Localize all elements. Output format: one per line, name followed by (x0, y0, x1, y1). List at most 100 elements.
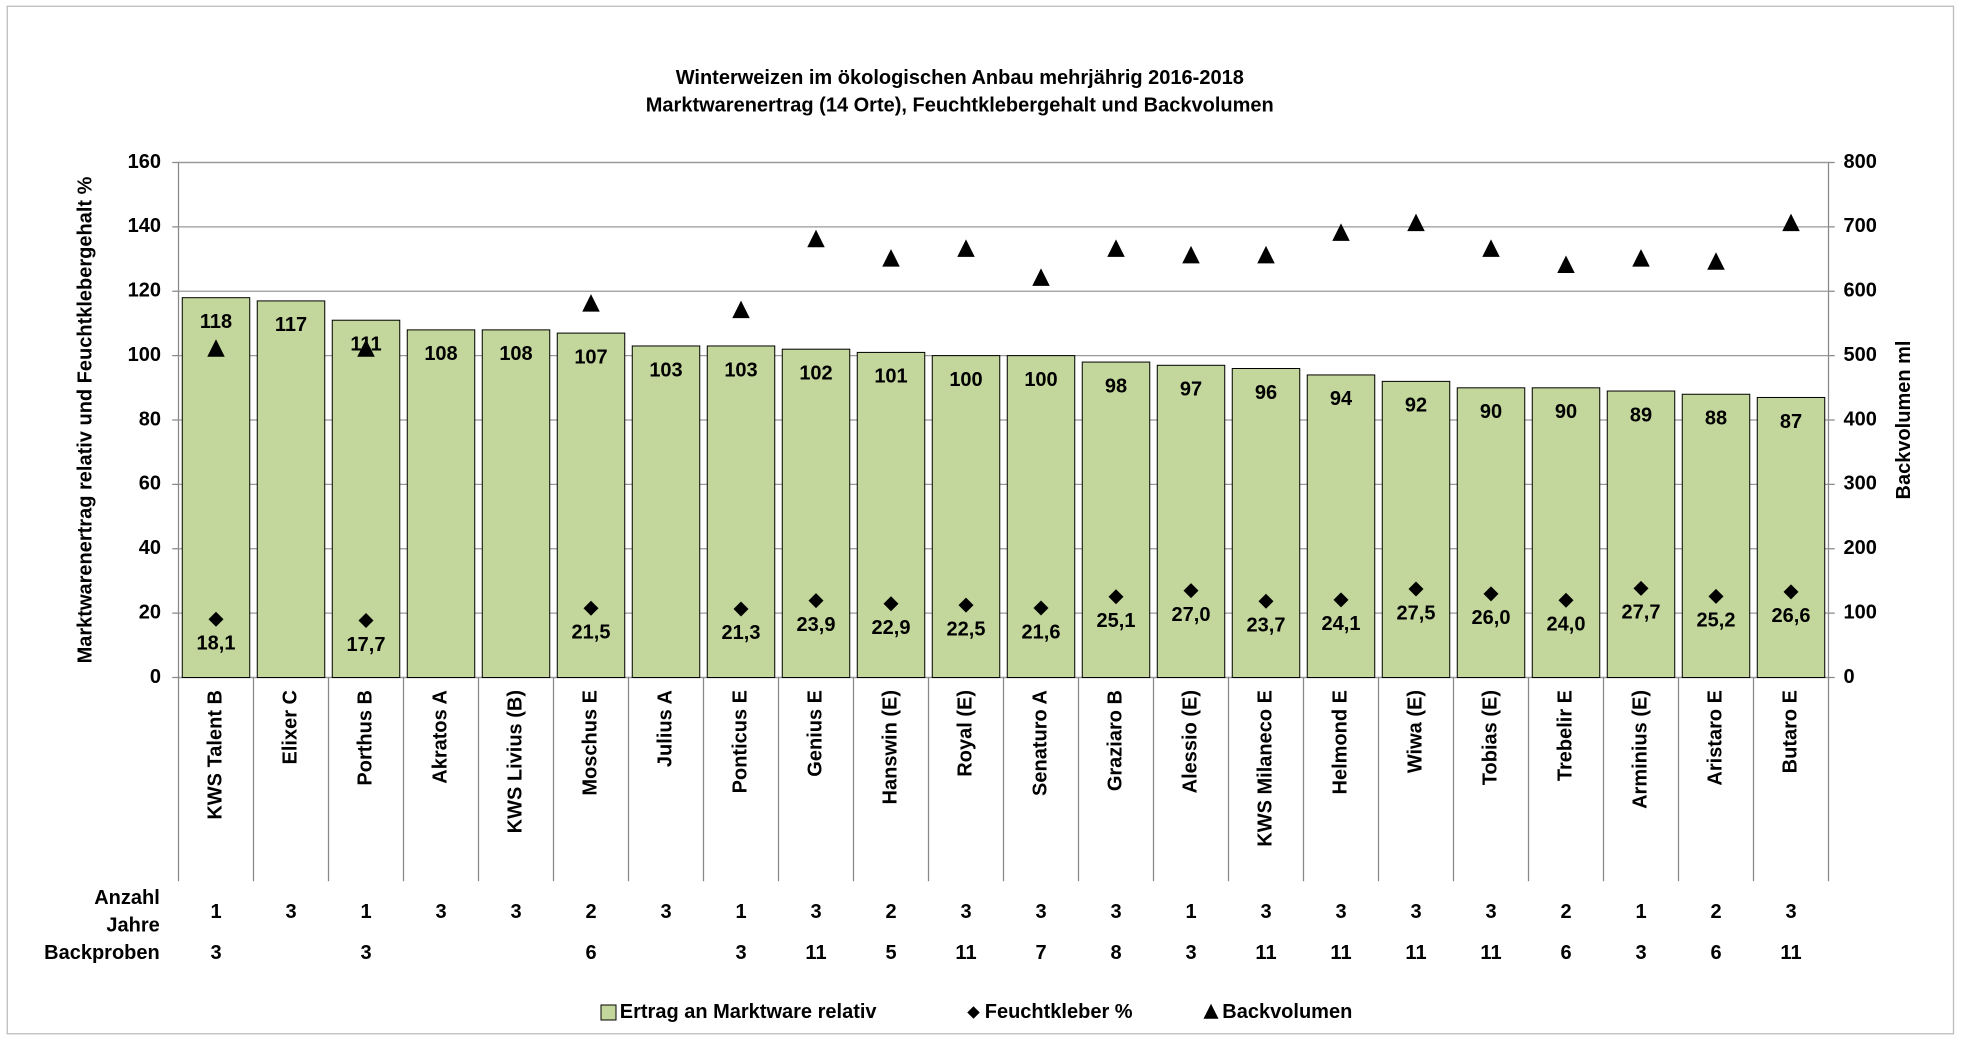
table-cell: 3 (810, 901, 821, 923)
x-tick-label: Helmond E (1329, 690, 1351, 794)
bar (1081, 361, 1151, 678)
x-tick-label: KWS Livius (B) (504, 690, 526, 833)
x-tick-label: Aristaro E (1704, 690, 1726, 786)
y2-tick-label: 100 (1844, 601, 1877, 623)
bar-value-label: 98 (1105, 375, 1127, 397)
table-row-label: Jahre (106, 915, 159, 937)
bar (1156, 364, 1226, 678)
table-cell: 6 (1560, 942, 1571, 964)
table-cell: 3 (1635, 942, 1646, 964)
marker-value-label: 25,1 (1097, 610, 1136, 632)
diamond-marker (1558, 592, 1574, 608)
marker-value-label: 22,5 (947, 618, 986, 640)
marker-value-label: 27,5 (1397, 602, 1436, 624)
table-row-label: Backproben (44, 942, 160, 964)
triangle-marker (582, 294, 600, 312)
table-cell: 3 (285, 901, 296, 923)
bar (1531, 387, 1601, 678)
bar-value-label: 92 (1405, 395, 1427, 417)
triangle-marker (1407, 213, 1425, 232)
bar (706, 345, 776, 678)
x-tick-label: KWS Milaneco E (1254, 690, 1276, 847)
table-cell: 11 (805, 942, 826, 964)
x-tick-label: Alessio (E) (1179, 690, 1201, 793)
diamond-marker (1258, 593, 1274, 609)
y2-tick-label: 500 (1844, 344, 1877, 366)
diamond-marker (1108, 589, 1124, 605)
triangle-marker (1557, 255, 1575, 273)
y2-tick-label: 800 (1844, 151, 1877, 173)
marker-value-label: 17,7 (347, 634, 386, 656)
triangle-marker (732, 300, 750, 319)
diamond-marker (1708, 588, 1724, 604)
y2-tick-label: 0 (1844, 666, 1855, 688)
bar (1231, 367, 1301, 678)
table-cell: 2 (1710, 901, 1721, 923)
triangle-marker (207, 339, 225, 357)
table-cell: 1 (1185, 901, 1196, 923)
table-cell: 1 (360, 901, 371, 923)
triangle-marker (1782, 213, 1800, 232)
bar-value-label: 96 (1255, 382, 1277, 404)
diamond-marker (1408, 581, 1424, 597)
marker-value-label: 18,1 (197, 633, 236, 655)
table-cell: 3 (435, 901, 446, 923)
bar-value-label: 101 (874, 366, 907, 388)
y-tick-label: 120 (128, 280, 161, 302)
triangle-marker (1257, 245, 1275, 264)
table-cell: 3 (1485, 901, 1496, 923)
y2-tick-label: 300 (1844, 473, 1877, 495)
y-tick-label: 160 (128, 151, 161, 173)
triangle-marker (1707, 252, 1725, 270)
bar (1756, 396, 1826, 678)
diamond-marker (808, 593, 824, 609)
table-cell: 3 (1410, 901, 1421, 923)
diamond-marker (733, 601, 749, 617)
y-tick-label: 60 (139, 473, 161, 495)
table-cell: 11 (1405, 942, 1426, 964)
x-tick-label: Elixer C (279, 690, 301, 764)
marker-value-label: 21,6 (1022, 621, 1061, 643)
legend-label: Backvolumen (1222, 1001, 1352, 1023)
y2-tick-label: 400 (1844, 408, 1877, 430)
table-cell: 1 (735, 901, 746, 923)
bar (1681, 393, 1751, 678)
x-tick-label: Royal (E) (954, 690, 976, 777)
table-cell: 6 (1710, 942, 1721, 964)
diamond-marker (1333, 592, 1349, 608)
triangle-marker (957, 239, 975, 257)
diamond-marker (1183, 583, 1199, 599)
bar (781, 348, 851, 678)
chart-subtitle: Marktwarenertrag (14 Orte), Feuchtkleber… (646, 95, 1274, 117)
x-tick-label: Tobias (E) (1479, 690, 1501, 785)
table-cell: 3 (1335, 901, 1346, 923)
triangle-marker (807, 229, 825, 248)
x-tick-label: Trebelir E (1554, 690, 1576, 781)
diamond-marker (1483, 586, 1499, 602)
bar-value-label: 90 (1555, 401, 1577, 423)
legend-swatch (1203, 1003, 1219, 1019)
bar-value-label: 97 (1180, 379, 1202, 401)
table-cell: 3 (660, 901, 671, 923)
diamond-marker (1633, 580, 1649, 596)
x-tick-label: Butaro E (1779, 690, 1801, 773)
marker-value-label: 22,9 (872, 617, 911, 639)
x-tick-label: Hanswin (E) (879, 690, 901, 804)
y-tick-label: 140 (128, 215, 161, 237)
marker-value-label: 21,3 (722, 622, 761, 644)
triangle-marker (1107, 239, 1125, 257)
bar-value-label: 108 (499, 343, 532, 365)
y2-tick-label: 700 (1844, 215, 1877, 237)
legend-swatch (967, 1006, 980, 1019)
triangle-marker (1182, 245, 1200, 264)
bar-value-label: 102 (799, 362, 832, 384)
table-cell: 7 (1035, 942, 1046, 964)
bar-value-label: 100 (1024, 369, 1057, 391)
marker-value-label: 21,5 (572, 622, 611, 644)
table-row-label: Anzahl (94, 887, 160, 909)
y2-tick-label: 200 (1844, 537, 1877, 559)
marker-value-label: 23,9 (797, 614, 836, 636)
bar-value-label: 108 (424, 343, 457, 365)
table-cell: 3 (1785, 901, 1796, 923)
table-cell: 2 (1560, 901, 1571, 923)
